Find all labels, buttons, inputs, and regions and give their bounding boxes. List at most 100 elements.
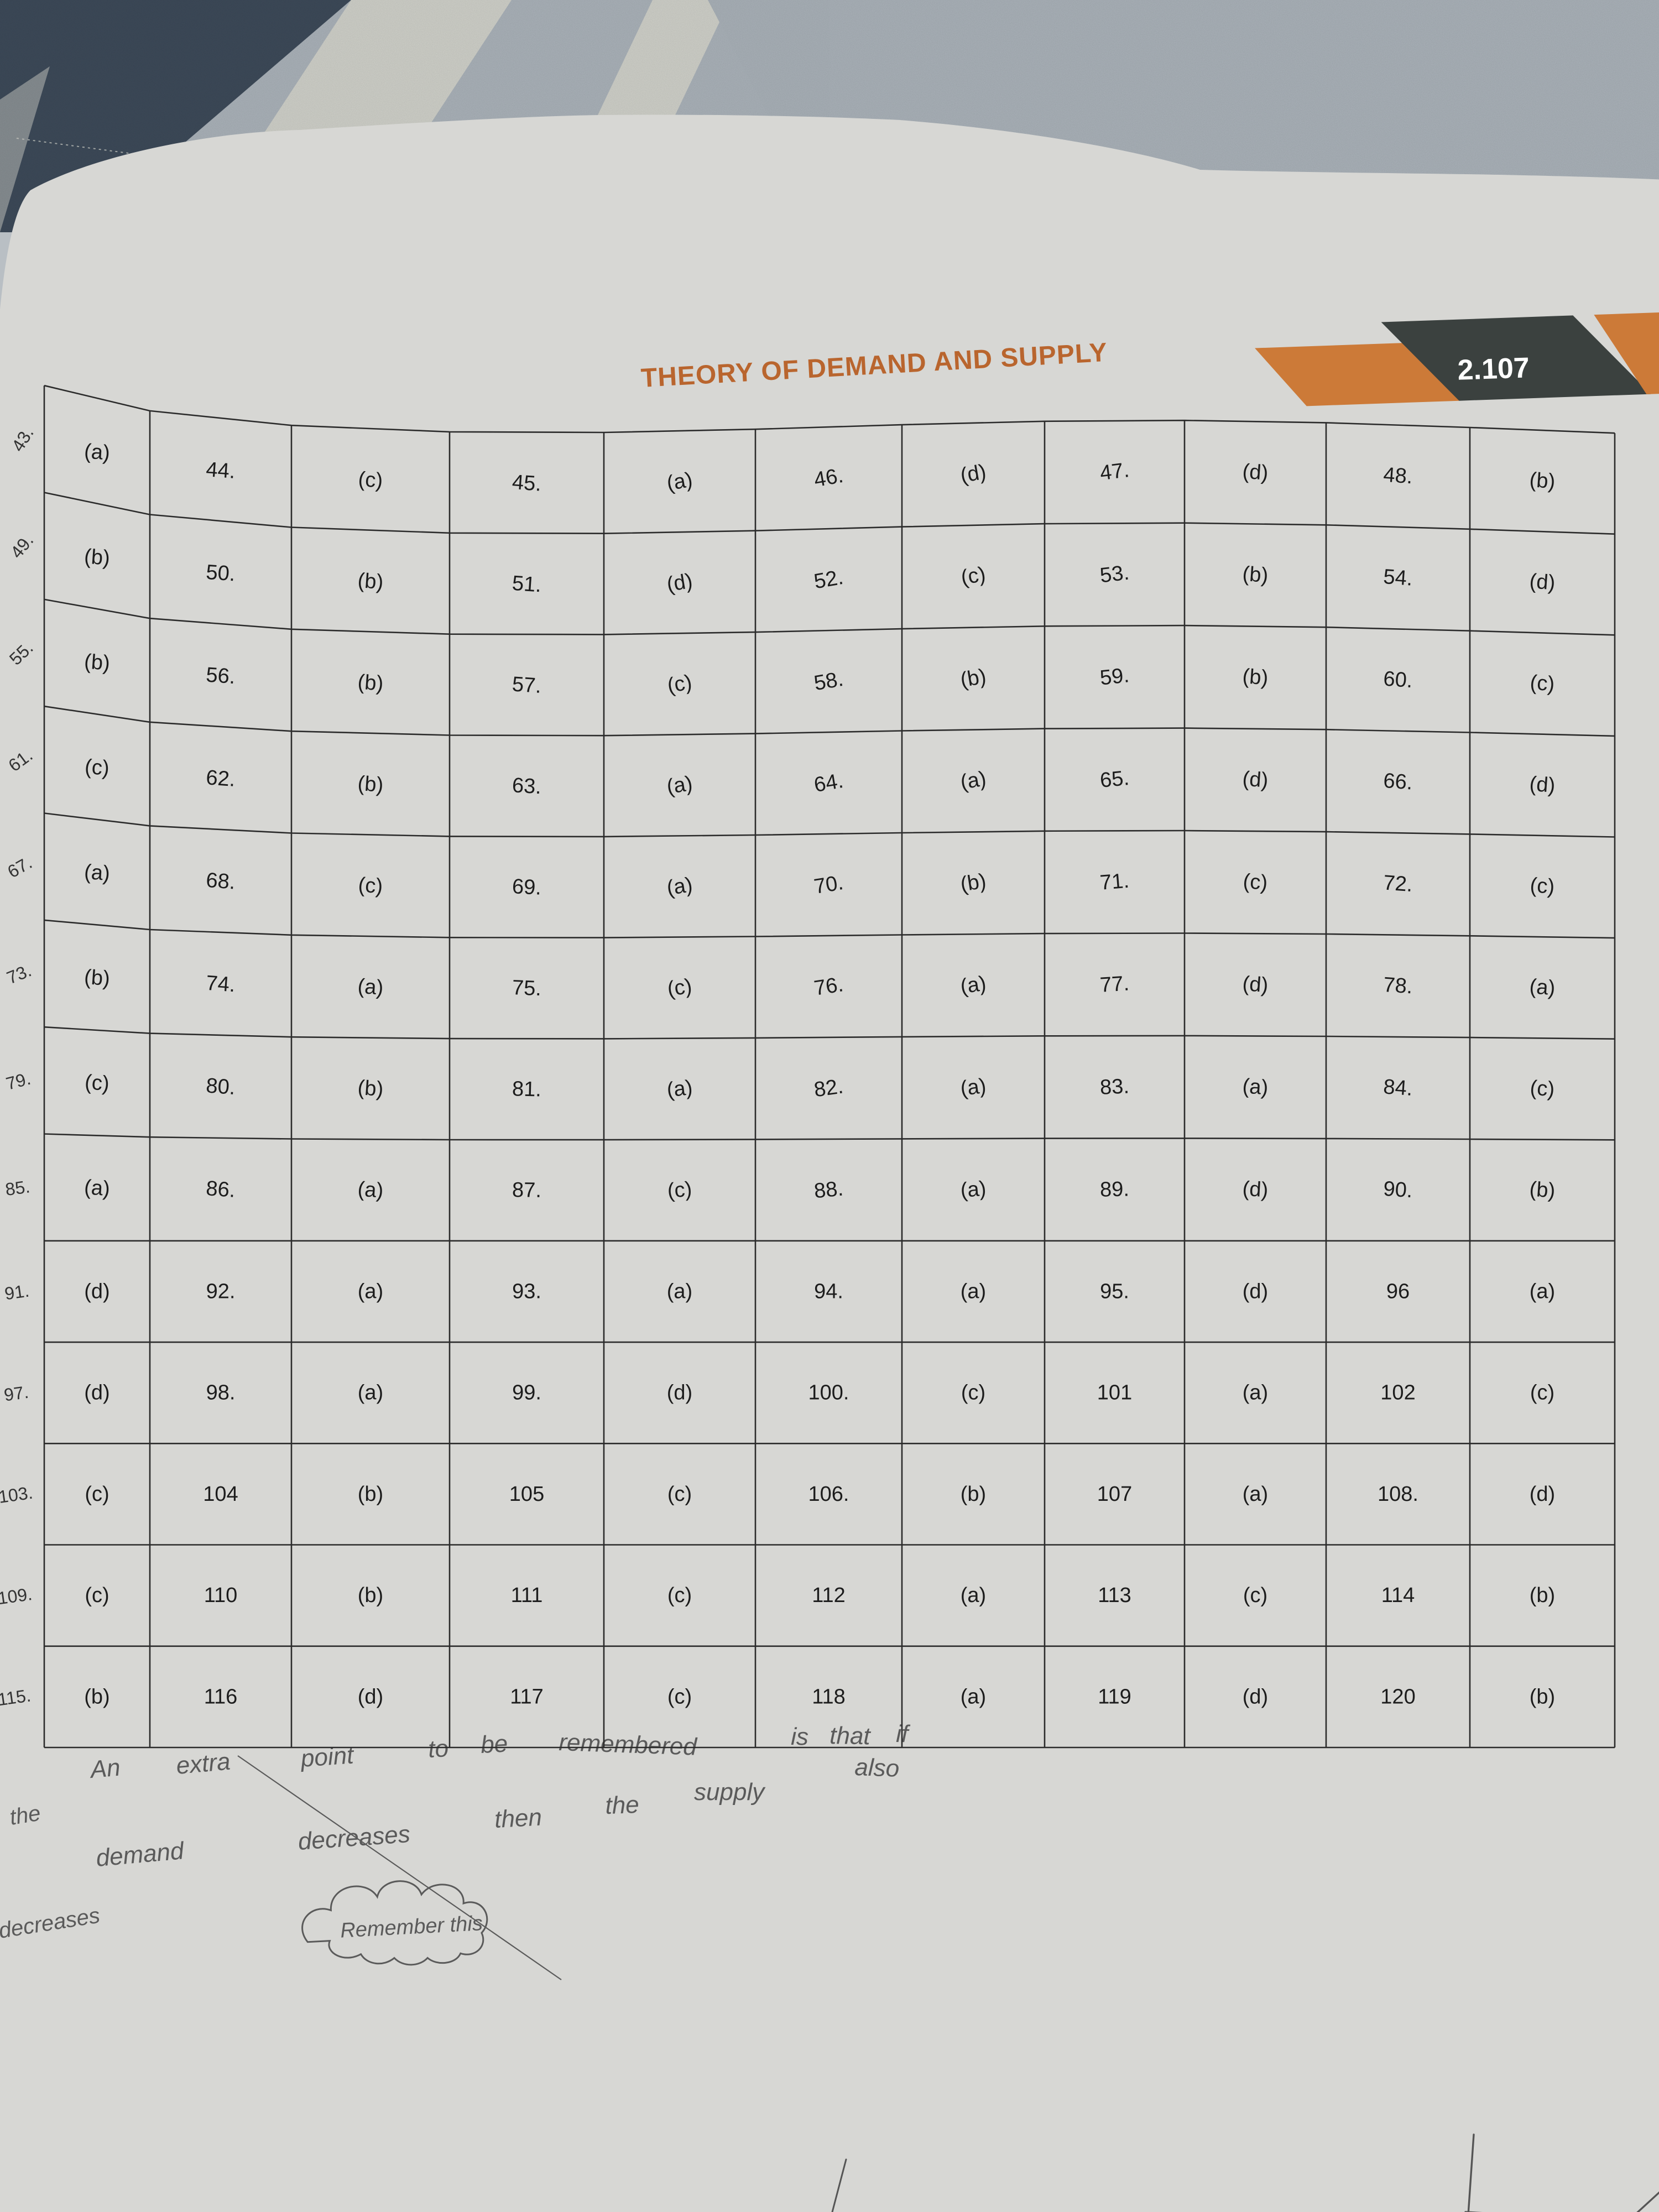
svg-text:119: 119 — [1098, 1685, 1131, 1708]
svg-text:94.: 94. — [814, 1280, 843, 1303]
svg-text:(d): (d) — [1530, 1483, 1555, 1506]
svg-text:77.: 77. — [1099, 972, 1130, 997]
svg-text:108.: 108. — [1378, 1483, 1418, 1506]
svg-text:109.: 109. — [0, 1584, 33, 1608]
svg-text:(c): (c) — [84, 1071, 110, 1095]
svg-text:(c): (c) — [85, 1584, 109, 1607]
svg-text:(b): (b) — [959, 665, 988, 692]
svg-text:115.: 115. — [0, 1685, 32, 1709]
svg-text:(d): (d) — [1528, 773, 1556, 797]
svg-text:(c): (c) — [1529, 874, 1555, 899]
svg-text:114: 114 — [1381, 1584, 1415, 1607]
svg-text:(d): (d) — [1242, 1177, 1269, 1202]
svg-text:68.: 68. — [205, 869, 236, 894]
svg-text:74.: 74. — [205, 972, 236, 997]
svg-text:95.: 95. — [1100, 1280, 1129, 1303]
svg-text:(d): (d) — [358, 1685, 383, 1708]
svg-text:(b): (b) — [358, 1584, 383, 1607]
svg-text:80.: 80. — [205, 1074, 236, 1100]
svg-text:112: 112 — [812, 1584, 846, 1607]
svg-text:(a): (a) — [1243, 1381, 1268, 1405]
svg-text:97.: 97. — [3, 1382, 30, 1405]
svg-text:(a): (a) — [1241, 1074, 1269, 1099]
svg-text:(a): (a) — [1243, 1483, 1268, 1506]
svg-text:(a): (a) — [665, 468, 695, 495]
svg-text:44.: 44. — [205, 458, 236, 483]
svg-text:(b): (b) — [1241, 562, 1269, 587]
svg-text:118: 118 — [812, 1685, 846, 1708]
svg-text:69.: 69. — [512, 875, 542, 900]
svg-text:117: 117 — [510, 1685, 544, 1708]
svg-text:56.: 56. — [205, 664, 236, 689]
svg-text:47.: 47. — [1099, 458, 1131, 485]
svg-text:(a): (a) — [84, 860, 111, 885]
svg-text:48.: 48. — [1383, 463, 1413, 489]
svg-text:(a): (a) — [665, 772, 694, 799]
svg-text:(b): (b) — [84, 545, 111, 570]
svg-text:(c): (c) — [85, 1483, 109, 1506]
svg-text:(b): (b) — [357, 569, 384, 594]
svg-text:53.: 53. — [1099, 561, 1130, 588]
svg-text:(b): (b) — [357, 772, 384, 797]
svg-text:(a): (a) — [961, 1280, 986, 1303]
svg-text:64.: 64. — [812, 769, 845, 797]
svg-text:88.: 88. — [813, 1177, 844, 1203]
svg-text:100.: 100. — [808, 1381, 849, 1405]
svg-text:55.: 55. — [6, 638, 37, 669]
svg-text:(a): (a) — [959, 1074, 987, 1100]
svg-text:106.: 106. — [808, 1483, 849, 1506]
svg-text:(b): (b) — [357, 1076, 384, 1101]
svg-text:110: 110 — [204, 1584, 238, 1607]
svg-text:(a): (a) — [84, 440, 111, 465]
svg-text:(c): (c) — [961, 1381, 985, 1405]
svg-text:91.: 91. — [3, 1281, 30, 1304]
svg-text:(c): (c) — [1243, 1584, 1267, 1607]
svg-text:(d): (d) — [84, 1280, 109, 1303]
svg-text:(c): (c) — [357, 873, 383, 898]
svg-text:(c): (c) — [666, 974, 693, 1001]
svg-text:70.: 70. — [812, 871, 845, 899]
svg-text:(d): (d) — [1243, 1280, 1268, 1303]
svg-text:(d): (d) — [1528, 570, 1556, 594]
svg-text:(b): (b) — [1241, 665, 1269, 690]
svg-text:71.: 71. — [1099, 869, 1130, 895]
svg-text:85.: 85. — [4, 1176, 31, 1199]
svg-text:(a): (a) — [357, 1178, 384, 1203]
svg-text:(b): (b) — [84, 966, 111, 990]
svg-text:107: 107 — [1097, 1483, 1132, 1506]
svg-text:(a): (a) — [1528, 975, 1556, 1000]
svg-text:(b): (b) — [84, 1685, 109, 1708]
svg-text:76.: 76. — [812, 973, 845, 1000]
svg-text:113: 113 — [1098, 1584, 1131, 1607]
svg-text:101: 101 — [1097, 1381, 1132, 1405]
svg-text:(a): (a) — [665, 873, 694, 900]
svg-text:87.: 87. — [512, 1178, 541, 1202]
svg-text:43.: 43. — [8, 424, 38, 455]
svg-text:45.: 45. — [512, 471, 542, 496]
svg-text:(c): (c) — [959, 562, 988, 589]
svg-text:(b): (b) — [959, 869, 988, 896]
svg-text:(b): (b) — [84, 650, 111, 675]
svg-text:(c): (c) — [667, 1584, 692, 1607]
svg-text:61.: 61. — [4, 745, 36, 775]
svg-text:58.: 58. — [812, 667, 845, 695]
svg-text:(b): (b) — [1530, 1584, 1555, 1607]
svg-text:51.: 51. — [512, 572, 542, 597]
svg-text:102: 102 — [1380, 1381, 1415, 1405]
svg-text:73.: 73. — [4, 960, 34, 988]
svg-text:111: 111 — [511, 1584, 543, 1607]
svg-text:57.: 57. — [512, 672, 542, 698]
svg-text:(c): (c) — [667, 1685, 692, 1708]
svg-text:(d): (d) — [1241, 768, 1269, 792]
svg-text:(c): (c) — [666, 1178, 692, 1203]
svg-text:96: 96 — [1386, 1280, 1410, 1303]
svg-text:84.: 84. — [1383, 1075, 1413, 1100]
svg-text:(c): (c) — [1242, 870, 1268, 895]
svg-text:(a): (a) — [358, 1381, 383, 1405]
svg-text:(c): (c) — [357, 468, 383, 493]
svg-text:92.: 92. — [206, 1280, 236, 1303]
svg-text:81.: 81. — [512, 1077, 542, 1101]
svg-text:(d): (d) — [1243, 1685, 1268, 1708]
svg-text:(c): (c) — [84, 755, 110, 780]
svg-text:63.: 63. — [512, 774, 542, 799]
